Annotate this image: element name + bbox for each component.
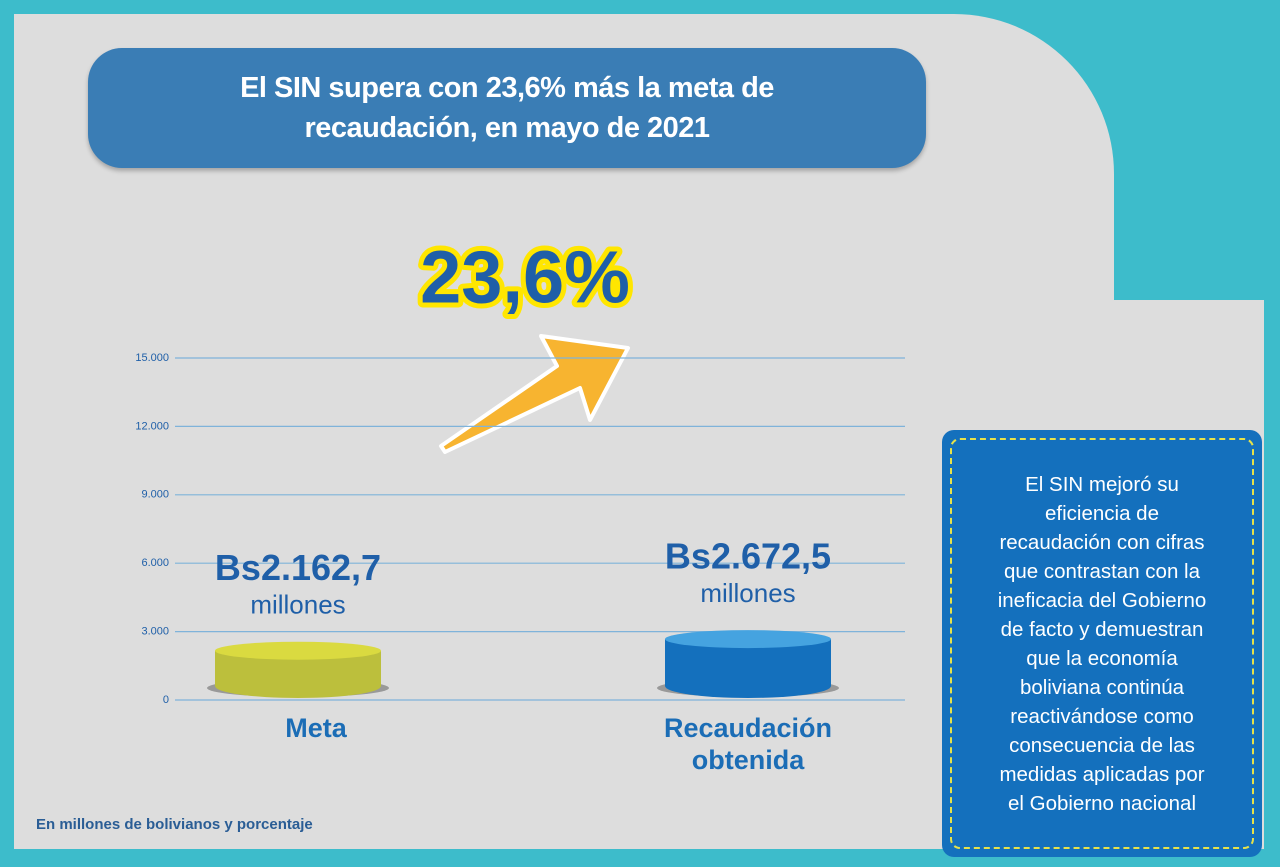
note-line: el Gobierno nacional xyxy=(1007,791,1197,815)
value-unit: millones xyxy=(250,590,345,620)
x-tick-label: Recaudación obtenida xyxy=(663,713,833,775)
arrow xyxy=(439,334,630,454)
y-tick-label: 3.000 xyxy=(141,626,169,638)
bar xyxy=(215,650,381,698)
note-line: El SIN mejoró su xyxy=(1025,472,1179,496)
note-border: El SIN mejoró su eficiencia de recaudación… xyxy=(950,438,1254,849)
note-line: boliviana continúa xyxy=(1019,675,1185,699)
note-line: ineficacia del Gobierno xyxy=(997,588,1207,612)
note-line: de facto y demuestran xyxy=(1000,617,1204,641)
y-tick-label: 15.000 xyxy=(135,352,169,364)
note-line: medidas aplicadas por xyxy=(999,762,1205,786)
note-box: El SIN mejoró su eficiencia de recaudación… xyxy=(942,430,1262,857)
value-label: Bs2.162,7 xyxy=(215,547,381,588)
y-tick-label: 12.000 xyxy=(135,420,169,432)
bar-cap xyxy=(665,630,831,649)
note-line: reactivándose como xyxy=(1010,704,1194,728)
value-unit: millones xyxy=(700,578,795,608)
y-tick-label: 6.000 xyxy=(141,557,169,569)
bar xyxy=(665,639,831,698)
annotation-outline: 23,6% xyxy=(420,236,630,319)
note-line: eficiencia de xyxy=(1045,501,1159,525)
x-tick-label: Meta xyxy=(285,713,347,743)
title-box: El SIN supera con 23,6% más la meta de r… xyxy=(88,48,926,168)
chart-title: El SIN supera con 23,6% más la meta de r… xyxy=(240,72,774,144)
note-line: que contrastan con la xyxy=(1003,559,1201,583)
y-tick-label: 9.000 xyxy=(141,489,169,501)
value-label: Bs2.672,5 xyxy=(665,536,831,577)
footnote: En millones de bolivianos y porcentaje xyxy=(36,816,313,833)
note-line: que la economía xyxy=(1026,646,1178,670)
annotation: 23,6% xyxy=(420,236,630,319)
note-line: recaudación con cifras xyxy=(999,530,1205,554)
bar-cap xyxy=(215,641,381,660)
y-tick-label: 0 xyxy=(163,694,169,706)
note-line: consecuencia de las xyxy=(1009,733,1195,757)
